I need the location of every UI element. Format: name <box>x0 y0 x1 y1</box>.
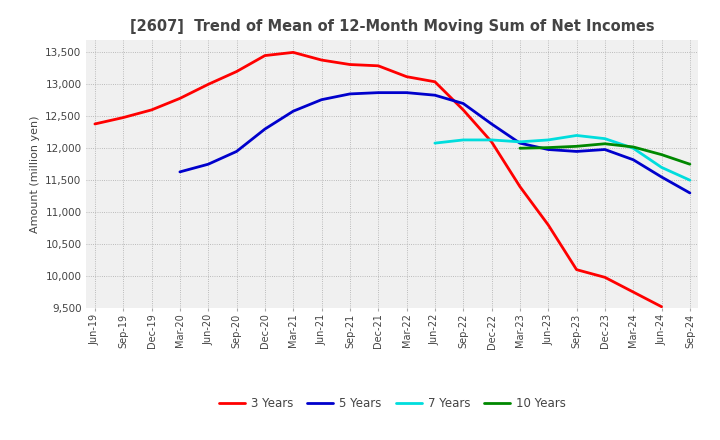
5 Years <box>346 91 354 96</box>
Y-axis label: Amount (million yen): Amount (million yen) <box>30 115 40 233</box>
3 Years <box>346 62 354 67</box>
5 Years <box>600 147 609 152</box>
7 Years <box>685 178 694 183</box>
3 Years <box>119 115 127 120</box>
5 Years <box>657 174 666 180</box>
3 Years <box>204 82 212 87</box>
5 Years <box>459 101 467 106</box>
5 Years <box>629 157 637 162</box>
3 Years <box>572 267 581 272</box>
7 Years <box>431 140 439 146</box>
3 Years <box>431 79 439 84</box>
5 Years <box>204 161 212 167</box>
5 Years <box>176 169 184 175</box>
3 Years <box>516 184 524 189</box>
Line: 3 Years: 3 Years <box>95 52 662 307</box>
7 Years <box>572 133 581 138</box>
3 Years <box>91 121 99 127</box>
10 Years <box>572 144 581 149</box>
5 Years <box>516 140 524 146</box>
3 Years <box>318 57 326 62</box>
5 Years <box>289 109 297 114</box>
5 Years <box>233 149 241 154</box>
10 Years <box>657 152 666 157</box>
5 Years <box>572 149 581 154</box>
10 Years <box>544 145 552 150</box>
7 Years <box>487 137 496 143</box>
3 Years <box>374 63 382 69</box>
7 Years <box>629 146 637 151</box>
3 Years <box>600 275 609 280</box>
3 Years <box>261 53 269 58</box>
7 Years <box>516 139 524 144</box>
3 Years <box>148 107 156 113</box>
7 Years <box>544 137 552 143</box>
3 Years <box>289 50 297 55</box>
5 Years <box>431 92 439 98</box>
3 Years <box>544 222 552 227</box>
3 Years <box>233 69 241 74</box>
5 Years <box>261 126 269 132</box>
3 Years <box>629 290 637 295</box>
3 Years <box>657 304 666 309</box>
5 Years <box>374 90 382 95</box>
10 Years <box>600 141 609 147</box>
Title: [2607]  Trend of Mean of 12-Month Moving Sum of Net Incomes: [2607] Trend of Mean of 12-Month Moving … <box>130 19 654 34</box>
10 Years <box>516 146 524 151</box>
5 Years <box>402 90 411 95</box>
5 Years <box>685 191 694 196</box>
5 Years <box>318 97 326 103</box>
7 Years <box>459 137 467 143</box>
3 Years <box>402 74 411 79</box>
5 Years <box>487 121 496 127</box>
7 Years <box>600 136 609 141</box>
3 Years <box>176 96 184 101</box>
5 Years <box>544 147 552 152</box>
10 Years <box>629 144 637 150</box>
10 Years <box>685 161 694 167</box>
Line: 5 Years: 5 Years <box>180 93 690 193</box>
3 Years <box>487 139 496 144</box>
Line: 10 Years: 10 Years <box>520 144 690 164</box>
3 Years <box>459 107 467 113</box>
Legend: 3 Years, 5 Years, 7 Years, 10 Years: 3 Years, 5 Years, 7 Years, 10 Years <box>214 392 571 415</box>
Line: 7 Years: 7 Years <box>435 136 690 180</box>
7 Years <box>657 165 666 170</box>
